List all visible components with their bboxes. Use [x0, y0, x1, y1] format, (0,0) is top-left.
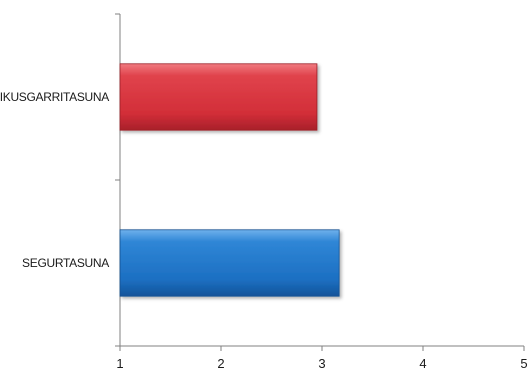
category-label: IKUSGARRITASUNA [0, 90, 109, 104]
chart-labels: 1 2 3 4 5 IKUSGARRITASUNA SEGURTASUNA [0, 90, 528, 371]
bar-ikusgarritasuna [119, 63, 318, 131]
x-tick-label: 3 [318, 356, 325, 371]
x-tick-label: 5 [520, 356, 527, 371]
bar-segurtasuna [119, 229, 340, 297]
category-label: SEGURTASUNA [22, 256, 109, 270]
x-tick-label: 2 [217, 356, 224, 371]
x-tick-label: 1 [116, 356, 123, 371]
x-tick-label: 4 [419, 356, 426, 371]
chart-bars [119, 63, 340, 297]
